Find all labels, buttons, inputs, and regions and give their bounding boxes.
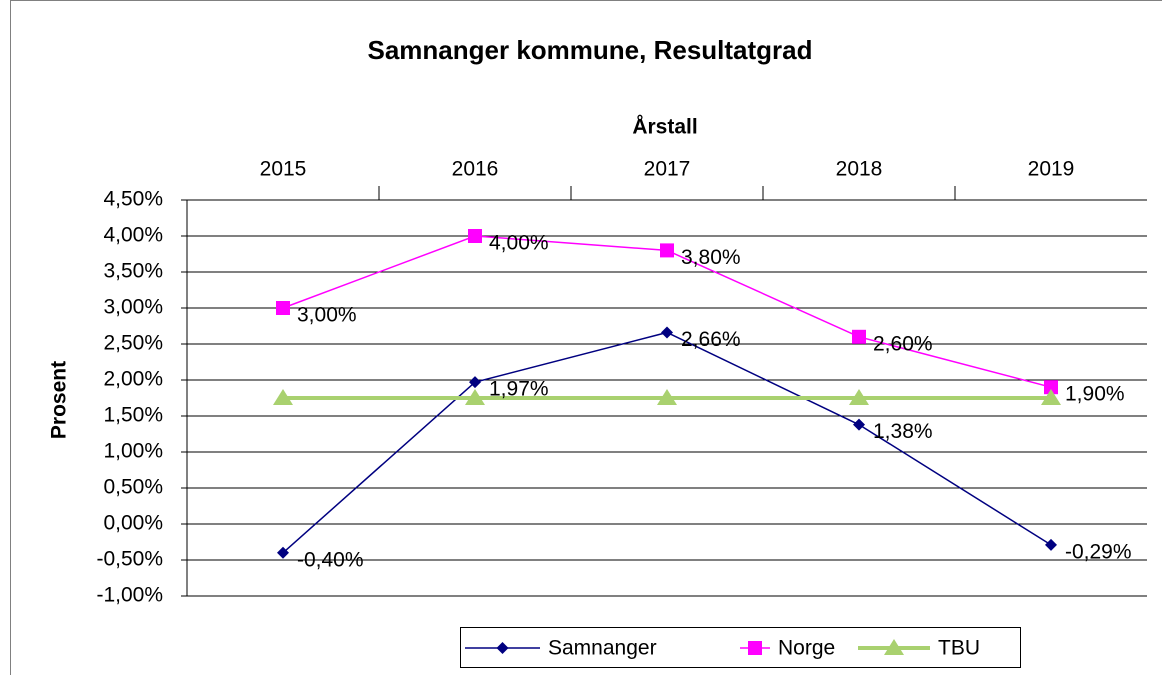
- y-tick-label: 4,00%: [103, 224, 163, 247]
- data-point: [469, 376, 481, 389]
- x-tick-label: 2018: [836, 158, 883, 181]
- data-label: 3,80%: [681, 246, 741, 269]
- y-tick-label: 0,50%: [103, 476, 163, 499]
- y-tick-label: 0,00%: [103, 512, 163, 535]
- data-label: -0,29%: [1065, 540, 1132, 563]
- x-tick-label: 2016: [452, 158, 499, 181]
- y-tick-label: 3,00%: [103, 296, 163, 319]
- legend-marker: [884, 639, 904, 655]
- y-tick-label: 4,50%: [103, 188, 163, 211]
- legend-label: Samnanger: [548, 637, 657, 660]
- data-point: [657, 389, 677, 405]
- data-point: [661, 326, 673, 339]
- data-point: [849, 389, 869, 405]
- y-tick-label: -1,00%: [96, 584, 163, 607]
- chart-title: Samnanger kommune, Resultatgrad: [368, 35, 813, 65]
- legend-label: Norge: [778, 637, 835, 660]
- data-label: 1,38%: [873, 420, 933, 443]
- y-tick-label: -0,50%: [96, 548, 163, 571]
- data-label: 3,00%: [297, 304, 357, 327]
- data-point: [468, 229, 482, 243]
- data-point: [273, 389, 293, 405]
- y-tick-label: 2,50%: [103, 332, 163, 355]
- legend-marker: [496, 642, 509, 654]
- data-label: -0,40%: [297, 548, 364, 571]
- data-label: 1,97%: [489, 378, 549, 401]
- chart-border: [10, 0, 1162, 675]
- data-label: 4,00%: [489, 232, 549, 255]
- data-label: 1,90%: [1065, 383, 1125, 406]
- data-point: [465, 389, 485, 405]
- data-point: [853, 418, 865, 431]
- data-label: 2,60%: [873, 332, 933, 355]
- data-point: [1044, 380, 1058, 395]
- data-label: 2,66%: [681, 328, 741, 351]
- y-tick-label: 1,00%: [103, 440, 163, 463]
- legend-label: TBU: [938, 637, 980, 660]
- data-point: [852, 329, 866, 344]
- data-point: [276, 301, 290, 315]
- y-tick-label: 3,50%: [103, 260, 163, 283]
- x-axis-label: Årstall: [632, 115, 697, 139]
- data-point: [1041, 389, 1061, 405]
- y-axis-label: Prosent: [48, 361, 71, 439]
- x-tick-label: 2015: [260, 158, 307, 181]
- y-tick-label: 1,50%: [103, 404, 163, 427]
- data-point: [1045, 538, 1057, 551]
- legend-marker: [748, 641, 762, 655]
- y-tick-label: 2,00%: [103, 368, 163, 391]
- x-tick-label: 2019: [1028, 158, 1075, 181]
- data-point: [660, 243, 674, 258]
- x-tick-label: 2017: [644, 158, 691, 181]
- data-point: [277, 546, 289, 559]
